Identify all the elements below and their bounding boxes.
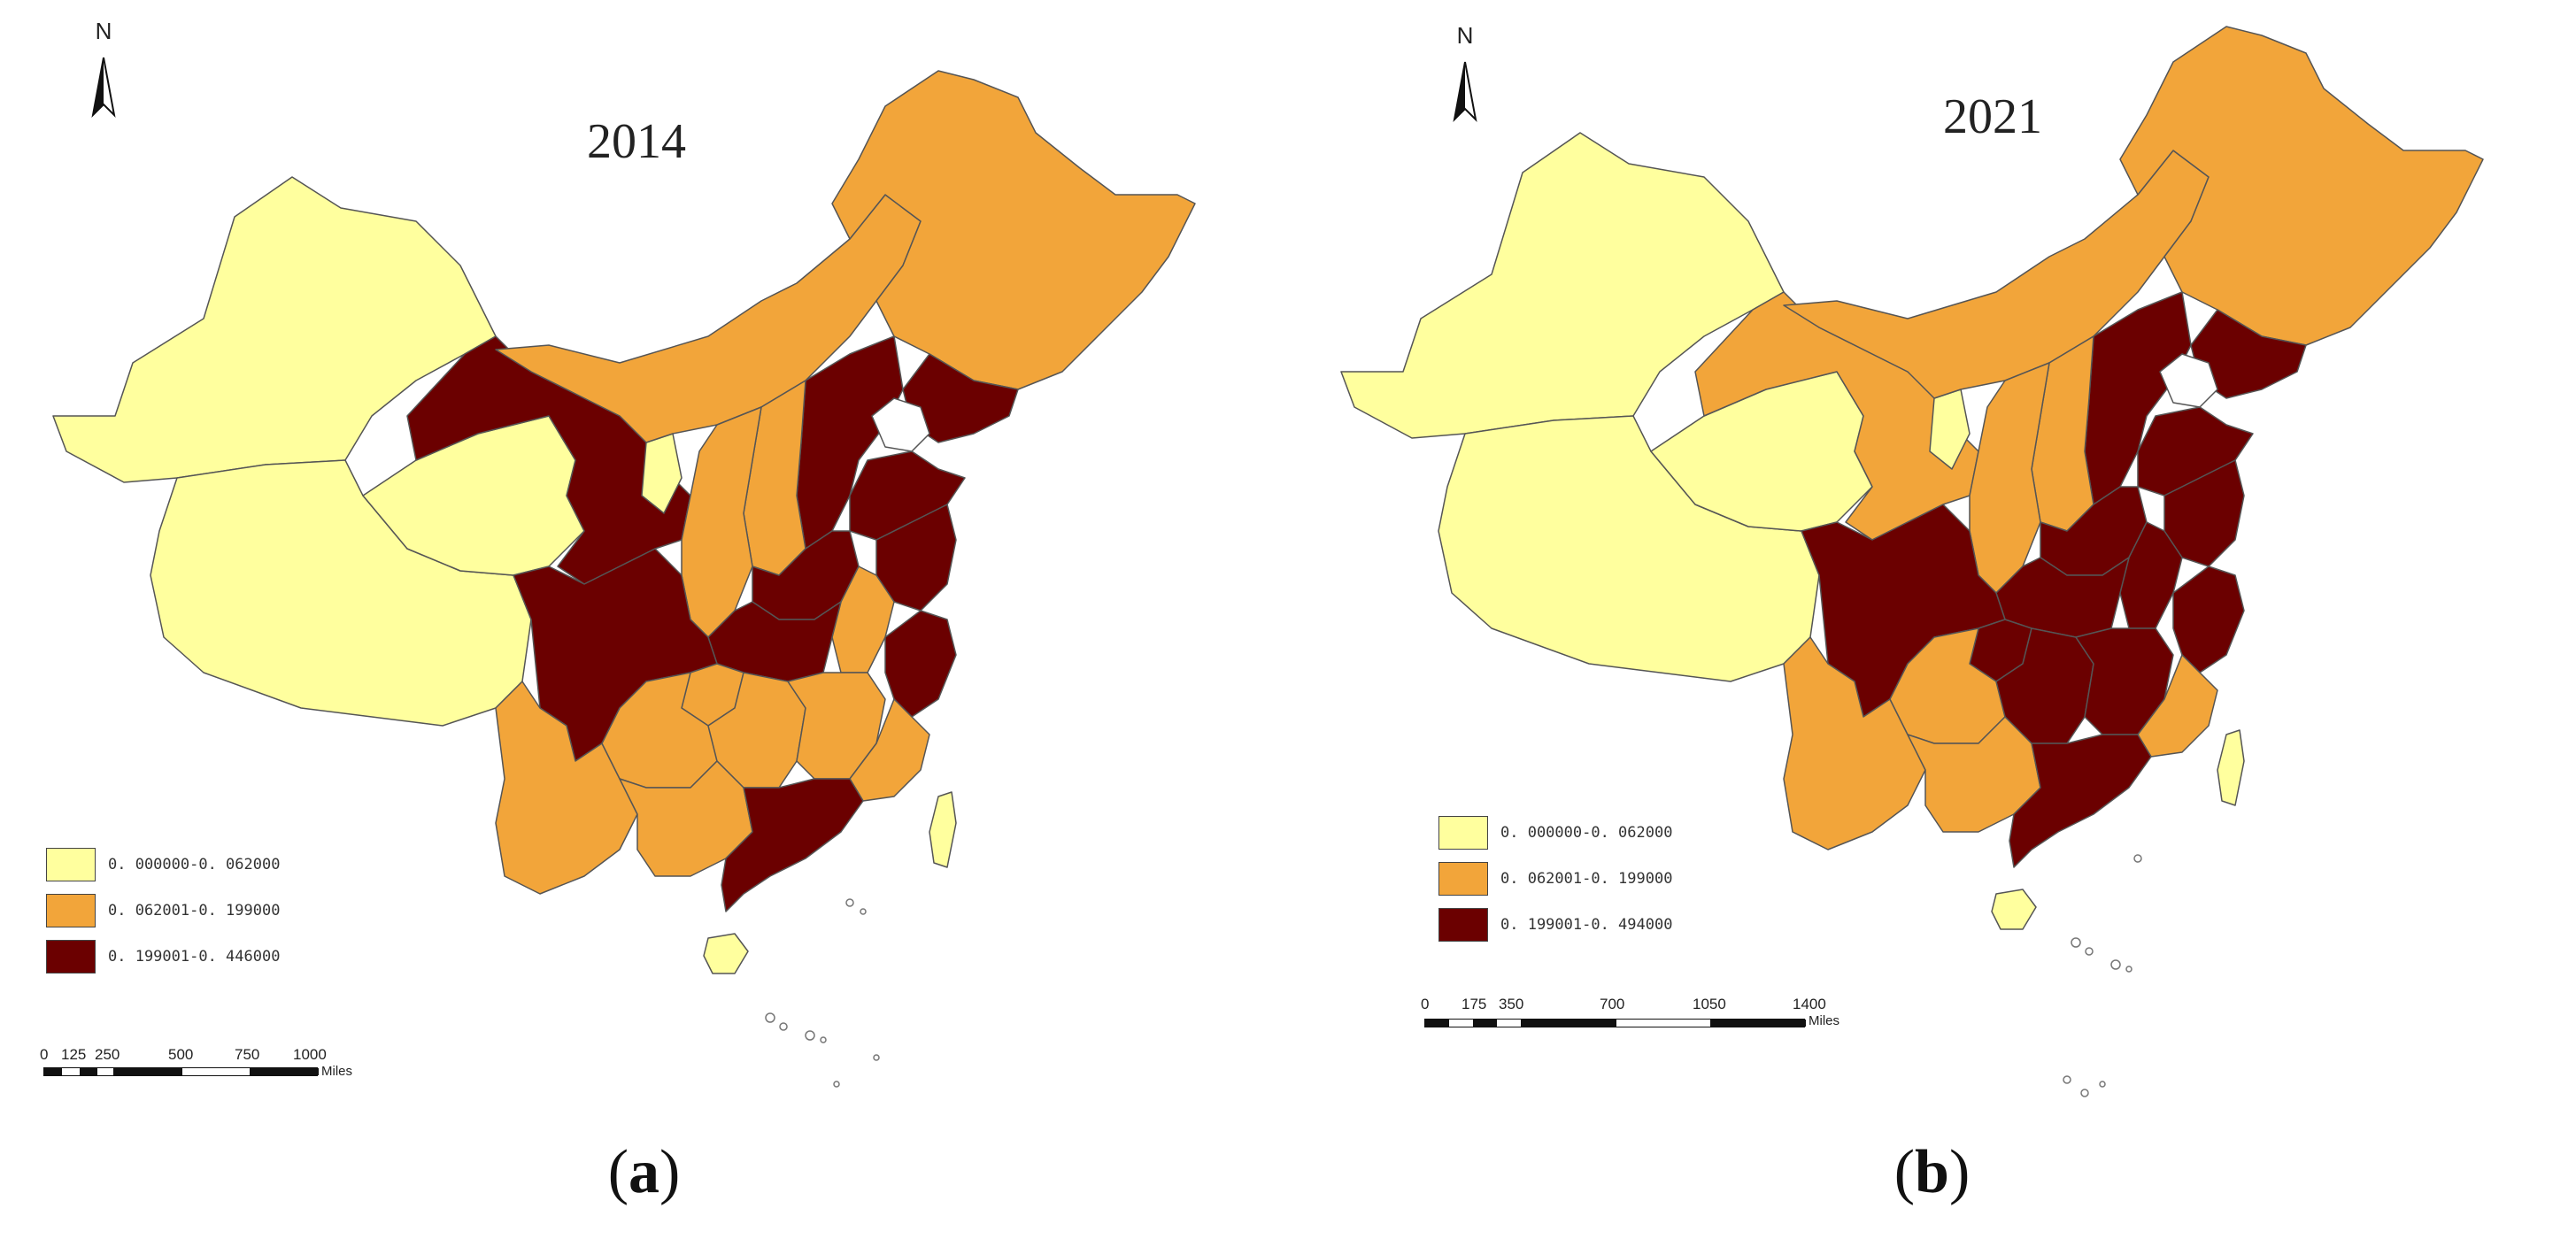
- map-2014: [52, 70, 1196, 1088]
- scale-tick: 0: [1421, 996, 1430, 1012]
- legend-item: 0. 199001-0. 494000: [1438, 908, 1672, 942]
- scale-unit: Miles: [321, 1064, 353, 1079]
- scale-bar: 0 125 250 500 750 1000 Miles: [40, 1046, 359, 1081]
- region-taiwan: [929, 791, 957, 868]
- legend-label: 0. 000000-0. 062000: [108, 856, 281, 873]
- bohai-sea: [2159, 353, 2218, 408]
- caption-close-paren: ): [1948, 1138, 1971, 1206]
- map-2021: [1340, 26, 2484, 1097]
- legend-swatch: [1438, 862, 1488, 896]
- legend-label: 0. 000000-0. 062000: [1500, 824, 1673, 842]
- region-zhejiang: [2172, 566, 2245, 673]
- region-northeast: [831, 70, 1196, 390]
- south-sea-islands: [765, 898, 880, 1088]
- scale-tick: 1400: [1793, 996, 1826, 1012]
- north-arrow-icon: [1453, 61, 1477, 122]
- region-yunnan: [1783, 636, 1926, 850]
- region-hainan: [1991, 889, 2037, 930]
- map-panel-a: N 2014 0. 000000-0. 062000 0. 062001-0. …: [0, 18, 1288, 1208]
- caption-open-paren: (: [607, 1138, 629, 1206]
- region-zhejiang: [884, 610, 957, 718]
- scale-unit: Miles: [1809, 1013, 1840, 1028]
- scale-tick: 350: [1499, 996, 1524, 1012]
- scale-tick: 700: [1600, 996, 1625, 1012]
- scale-bar-graphic: [1424, 1019, 1806, 1027]
- panel-caption: (b): [1288, 1137, 2576, 1208]
- region-guangdong: [2009, 734, 2152, 868]
- legend-swatch: [1438, 908, 1488, 942]
- scale-tick: 0: [40, 1046, 49, 1063]
- north-arrow: N: [1438, 22, 1492, 128]
- map-panel-b: N 2021 0. 000000-0. 062000 0. 062001-0. …: [1288, 0, 2576, 1239]
- region-guangdong: [721, 778, 864, 912]
- north-label: N: [1456, 22, 1474, 49]
- scale-tick: 500: [168, 1046, 194, 1063]
- legend-swatch: [46, 894, 96, 927]
- map-legend: 0. 000000-0. 062000 0. 062001-0. 199000 …: [46, 848, 280, 986]
- scale-tick: 125: [61, 1046, 87, 1063]
- legend-label: 0. 199001-0. 446000: [108, 948, 281, 966]
- region-taiwan: [2217, 729, 2245, 806]
- north-label: N: [95, 18, 112, 44]
- legend-label: 0. 062001-0. 199000: [1500, 870, 1673, 888]
- scale-tick: 250: [95, 1046, 120, 1063]
- scale-tick: 1050: [1693, 996, 1726, 1012]
- legend-swatch: [46, 940, 96, 974]
- legend-item: 0. 199001-0. 446000: [46, 940, 280, 974]
- north-arrow-icon: [91, 57, 116, 118]
- legend-item: 0. 062001-0. 199000: [46, 894, 280, 927]
- region-hainan: [703, 933, 749, 974]
- scale-tick: 1000: [293, 1046, 327, 1063]
- panel-caption: (a): [0, 1137, 1288, 1208]
- bohai-sea: [871, 397, 930, 452]
- map-year-title: 2014: [587, 114, 686, 169]
- caption-open-paren: (: [1893, 1138, 1916, 1206]
- scale-tick: 750: [235, 1046, 260, 1063]
- legend-swatch: [1438, 816, 1488, 850]
- north-arrow: N: [77, 18, 130, 124]
- region-yunnan: [495, 681, 638, 895]
- legend-swatch: [46, 848, 96, 881]
- region-shandong: [2137, 406, 2254, 496]
- south-sea-islands: [2063, 854, 2142, 1097]
- caption-letter: b: [1915, 1138, 1949, 1206]
- region-shandong: [849, 450, 966, 541]
- region-liaoning: [902, 353, 1019, 443]
- map-year-title: 2021: [1943, 89, 2042, 144]
- caption-letter: a: [629, 1138, 659, 1206]
- caption-close-paren: ): [659, 1138, 681, 1206]
- legend-label: 0. 062001-0. 199000: [108, 902, 281, 920]
- region-northeast: [2119, 26, 2484, 346]
- legend-item: 0. 062001-0. 199000: [1438, 862, 1672, 896]
- scale-bar-graphic: [43, 1067, 319, 1076]
- legend-item: 0. 000000-0. 062000: [46, 848, 280, 881]
- legend-label: 0. 199001-0. 494000: [1500, 916, 1673, 934]
- scale-tick: 175: [1462, 996, 1487, 1012]
- legend-item: 0. 000000-0. 062000: [1438, 816, 1672, 850]
- scale-bar: 0 175 350 700 1050 1400 Miles: [1421, 996, 1846, 1035]
- map-legend: 0. 000000-0. 062000 0. 062001-0. 199000 …: [1438, 816, 1672, 954]
- region-liaoning: [2190, 309, 2307, 399]
